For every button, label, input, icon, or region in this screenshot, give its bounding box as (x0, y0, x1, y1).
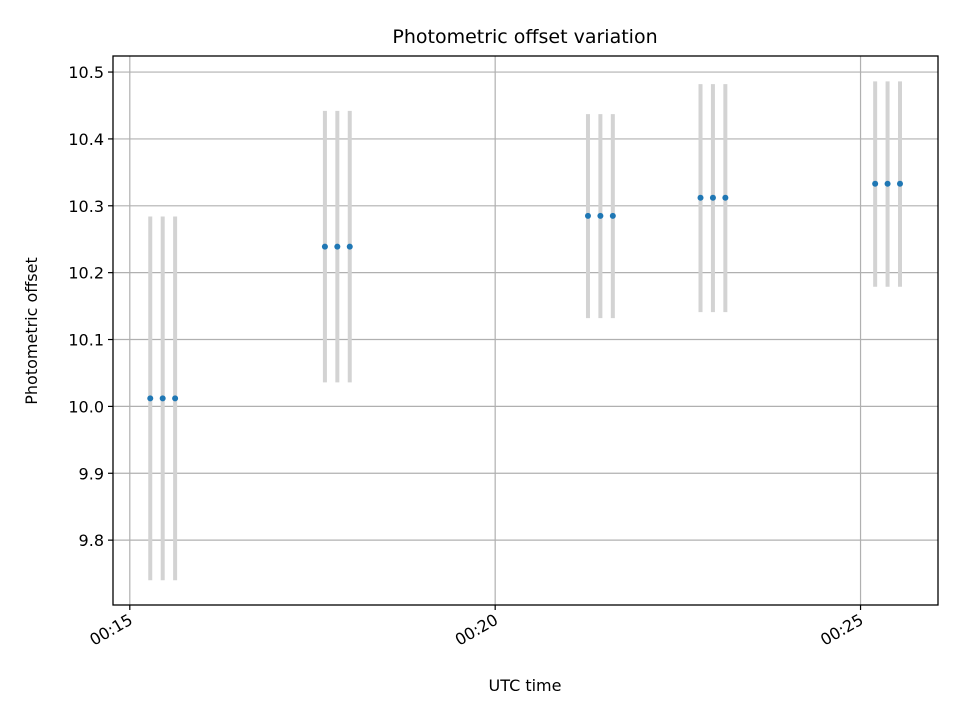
y-tick-label: 10.4 (68, 130, 104, 149)
y-tick-label: 10.2 (68, 264, 104, 283)
data-point (597, 212, 604, 219)
chart-title: Photometric offset variation (392, 26, 657, 48)
data-point (722, 194, 729, 201)
y-tick-label: 9.9 (79, 464, 104, 483)
y-tick-label: 10.5 (68, 63, 104, 82)
grid (113, 56, 938, 605)
y-tick-label: 10.3 (68, 197, 104, 216)
data-point (884, 180, 891, 187)
data-point (709, 194, 716, 201)
data-point (334, 243, 341, 250)
data-point (697, 194, 704, 201)
data-point (147, 395, 154, 402)
data-point (321, 243, 328, 250)
y-tick-label: 10.1 (68, 331, 104, 350)
data-point (897, 180, 904, 187)
y-axis-label: Photometric offset (22, 257, 41, 405)
data-point (872, 180, 879, 187)
plot-frame (112, 55, 939, 606)
y-tick-label: 10.0 (68, 397, 104, 416)
data-point (172, 395, 179, 402)
data-point (346, 243, 353, 250)
x-axis-label: UTC time (489, 676, 562, 695)
data-point (609, 212, 616, 219)
y-tick-label: 9.8 (79, 531, 104, 550)
data-points (147, 180, 904, 402)
data-point (159, 395, 166, 402)
data-point (584, 212, 591, 219)
